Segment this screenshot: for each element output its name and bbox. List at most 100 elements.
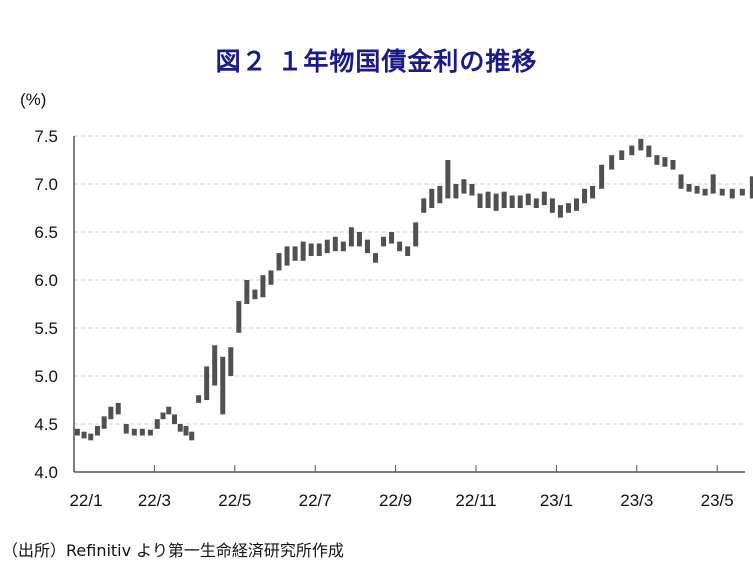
- range-bar: [147, 429, 153, 436]
- y-tick-label: 5.0: [34, 367, 58, 386]
- range-bar: [177, 424, 183, 432]
- range-bar: [453, 184, 459, 199]
- x-tick-label: 22/7: [299, 491, 332, 510]
- range-bar: [308, 243, 314, 256]
- range-bar: [509, 195, 515, 208]
- y-tick-label: 4.5: [34, 415, 58, 434]
- range-bar: [300, 241, 306, 261]
- range-bar: [541, 191, 547, 206]
- y-tick-label: 7.5: [34, 127, 58, 146]
- range-bar: [220, 356, 226, 415]
- range-bar: [397, 241, 403, 252]
- range-bar: [131, 428, 137, 436]
- range-bar: [549, 198, 555, 213]
- range-bar: [284, 246, 290, 266]
- x-tick-label: 22/1: [69, 491, 102, 510]
- range-bar: [268, 270, 274, 285]
- range-bar: [166, 406, 172, 415]
- range-bar: [469, 184, 475, 196]
- range-bar: [81, 431, 87, 439]
- range-bar: [749, 176, 753, 199]
- x-tick-label: 23/3: [620, 491, 653, 510]
- x-tick-label: 22/9: [379, 491, 412, 510]
- range-bar: [619, 150, 625, 160]
- range-bar: [260, 275, 266, 298]
- x-tick-label: 23/5: [701, 491, 734, 510]
- y-tick-label: 4.0: [34, 463, 58, 482]
- range-bar: [172, 414, 177, 424]
- range-bar: [429, 188, 435, 208]
- x-tick-label: 22/3: [138, 491, 171, 510]
- range-bar: [485, 191, 491, 208]
- y-axis-unit-label: (%): [20, 90, 47, 109]
- range-bar: [565, 203, 571, 213]
- range-bar: [101, 416, 107, 429]
- range-bar: [517, 195, 523, 208]
- range-bar: [139, 428, 145, 436]
- range-bar: [461, 179, 467, 194]
- range-bar: [123, 424, 129, 434]
- range-bar: [373, 253, 378, 263]
- range-bar: [160, 412, 166, 420]
- range-bar: [437, 185, 443, 204]
- range-bar: [276, 253, 282, 271]
- range-bar: [228, 347, 234, 376]
- range-bar: [710, 174, 716, 194]
- range-bar: [196, 395, 202, 403]
- chart-title: 図２ １年物国債金利の推移: [215, 47, 538, 76]
- y-tick-label: 6.5: [34, 223, 58, 242]
- range-bar: [421, 198, 427, 213]
- range-bar: [324, 239, 330, 254]
- range-bar: [654, 155, 660, 165]
- range-bar: [183, 425, 189, 436]
- x-tick-label: 23/1: [540, 491, 573, 510]
- range-bar: [702, 188, 708, 196]
- x-tick-label: 22/5: [218, 491, 251, 510]
- range-bar: [405, 246, 411, 256]
- range-bar: [638, 138, 644, 151]
- range-bar: [493, 193, 499, 211]
- range-bar: [381, 236, 387, 247]
- x-tick-label: 22/11: [455, 491, 496, 510]
- range-bar: [236, 301, 242, 333]
- range-bar: [694, 185, 700, 194]
- range-bar: [154, 419, 160, 429]
- source-note: （出所）Refinitiv より第一生命経済研究所作成: [2, 541, 344, 560]
- range-bar: [501, 191, 507, 208]
- range-bar: [340, 241, 346, 252]
- y-tick-label: 5.5: [34, 319, 58, 338]
- range-bar: [525, 193, 531, 206]
- range-bar: [574, 198, 579, 211]
- range-bar: [204, 366, 210, 400]
- range-bar: [348, 227, 354, 247]
- range-bar: [115, 402, 121, 415]
- range-bar: [533, 198, 539, 208]
- range-bar: [719, 188, 725, 196]
- range-bar: [356, 232, 362, 247]
- range-bar: [332, 236, 338, 252]
- range-bar: [292, 246, 298, 261]
- range-bar: [599, 164, 605, 189]
- y-tick-label: 6.0: [34, 271, 58, 290]
- range-bar: [94, 425, 100, 436]
- range-bar: [662, 157, 668, 167]
- range-bar: [445, 160, 451, 199]
- range-bar: [244, 280, 250, 304]
- range-bar: [316, 243, 322, 256]
- y-tick-label: 7.0: [34, 175, 58, 194]
- range-bar: [729, 188, 735, 199]
- range-bar: [189, 431, 195, 441]
- range-bar: [413, 222, 419, 247]
- range-bar: [609, 155, 615, 170]
- range-bar: [364, 239, 370, 254]
- range-bar: [212, 345, 218, 386]
- range-bar: [670, 160, 676, 170]
- range-bar: [477, 193, 483, 208]
- range-bar: [389, 232, 395, 244]
- range-bar: [590, 185, 596, 199]
- range-bar: [74, 428, 80, 436]
- range-bar: [582, 188, 588, 204]
- range-bar: [646, 145, 652, 158]
- range-bar: [739, 188, 745, 196]
